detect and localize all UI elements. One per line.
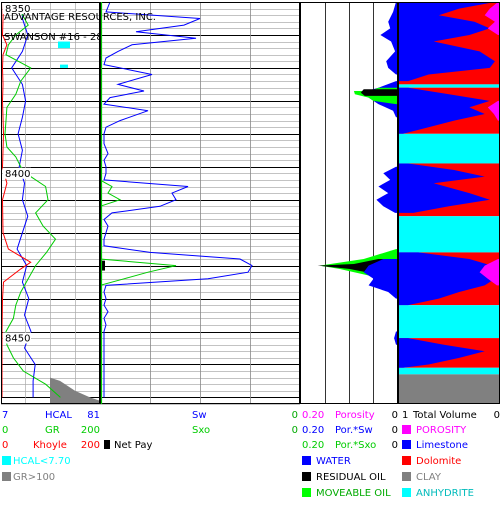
por-sxo-label: Por.*Sxo <box>335 440 376 451</box>
gr-curve <box>4 1 61 398</box>
water-fill <box>380 2 398 75</box>
anhydrite-label: ANHYDRITE <box>416 488 474 499</box>
clay-label: CLAY <box>416 472 442 483</box>
hcal-fill-label: HCAL<7.70 <box>13 456 71 467</box>
gr-fill-swatch <box>2 472 11 481</box>
dolomite-swatch <box>402 456 411 465</box>
gr-fill <box>50 377 100 404</box>
sw-max: 0 <box>292 410 298 421</box>
hcal-fill <box>60 64 68 68</box>
porosity-swatch <box>402 425 411 434</box>
por-sw-min: 0.20 <box>302 425 324 436</box>
total-volume-label: Total Volume <box>412 410 477 421</box>
well-name: SWANSON #16 - 28 <box>4 32 103 43</box>
hcal-curve <box>11 2 36 398</box>
limestone-label: Limestone <box>416 440 468 451</box>
por-sxo-min: 0.20 <box>302 440 324 451</box>
total-volume-min: 1 <box>402 410 408 421</box>
khoyle-max: 200 <box>81 440 100 451</box>
residual-oil-swatch <box>302 472 311 481</box>
depth-label: 8450 <box>5 334 30 345</box>
porosity-fill <box>487 100 500 121</box>
track-3-border <box>300 2 398 404</box>
dolomite-label: Dolomite <box>416 456 461 467</box>
track-1-border <box>1 2 100 404</box>
net-pay-swatch <box>104 440 110 449</box>
khoyle-min: 0 <box>2 440 8 451</box>
hcal-fill <box>58 41 70 49</box>
residual-oil-fill <box>360 89 398 96</box>
moveable-oil-swatch <box>302 488 311 497</box>
anhydrite-band <box>398 133 500 164</box>
clay-band <box>398 374 500 404</box>
anhydrite-band <box>398 84 500 88</box>
gr-max: 200 <box>81 425 100 436</box>
hcal-fill-swatch <box>2 456 11 465</box>
moveable-oil-label: MOVEABLE OIL <box>316 488 391 499</box>
por-sxo-max: 0 <box>392 440 398 451</box>
depth-label: 8400 <box>5 169 30 180</box>
anhydrite-band <box>398 367 500 375</box>
por-sw-label: Por.*Sw <box>335 425 373 436</box>
residual-oil-label: RESIDUAL OIL <box>316 472 386 483</box>
hcal-label: HCAL <box>45 410 72 421</box>
sw-label: Sw <box>192 410 207 421</box>
net-pay-label: Net Pay <box>114 440 152 451</box>
anhydrite-band <box>398 216 500 253</box>
limestone-fill <box>398 163 490 213</box>
gr-min: 0 <box>2 425 8 436</box>
depth-label-bg <box>3 167 31 179</box>
limestone-swatch <box>402 440 411 449</box>
total-volume-max: 0 <box>494 410 500 421</box>
porosity-max: 0 <box>392 410 398 421</box>
sw-curve <box>102 1 253 398</box>
hcal-max: 81 <box>87 410 100 421</box>
limestone-fill <box>398 87 490 134</box>
sxo-label: Sxo <box>192 425 210 436</box>
hcal-min: 7 <box>2 410 8 421</box>
water-swatch <box>302 456 311 465</box>
water-fill <box>363 259 398 299</box>
company-name: ADVANTAGE RESOURCES, INC. <box>4 12 156 23</box>
porosity-label: POROSITY <box>416 425 467 436</box>
porosity-label: Porosity <box>335 410 375 421</box>
depth-label: 8350 <box>5 4 30 15</box>
track-4-border <box>398 2 500 404</box>
porosity-min: 0.20 <box>302 410 324 421</box>
limestone-fill <box>398 338 485 368</box>
sxo-max: 0 <box>292 425 298 436</box>
water-fill <box>376 166 398 213</box>
track-2-border <box>100 2 300 404</box>
limestone-fill <box>398 2 495 82</box>
gr-label: GR <box>45 425 60 436</box>
water-label: WATER <box>316 456 351 467</box>
por-sw-max: 0 <box>392 425 398 436</box>
limestone-fill <box>398 252 495 306</box>
depth-label-bg <box>3 3 31 14</box>
anhydrite-band <box>398 305 500 339</box>
khoyle-label: Khoyle <box>33 440 67 451</box>
porosity-fill <box>484 2 500 35</box>
clay-swatch <box>402 472 411 481</box>
depth-label-bg <box>3 332 31 344</box>
anhydrite-swatch <box>402 488 411 497</box>
gr-fill-label: GR>100 <box>13 472 55 483</box>
porosity-fill <box>479 259 500 286</box>
